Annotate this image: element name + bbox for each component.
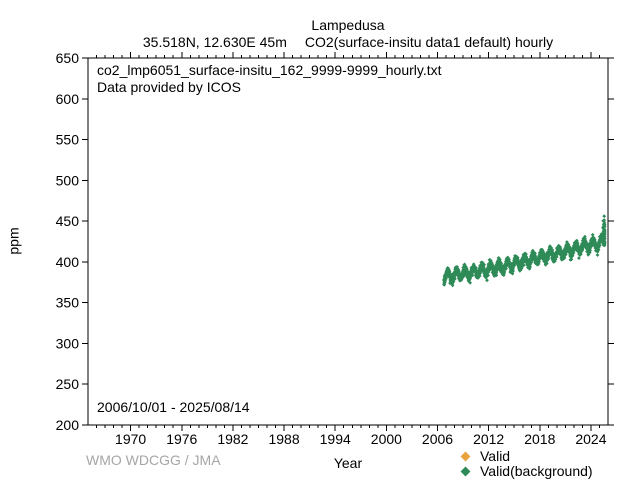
legend-item-valid: Valid	[460, 448, 593, 464]
x-tick-label: 1976	[166, 431, 197, 447]
x-tick-label: 2018	[524, 431, 555, 447]
chart-legend: Valid Valid(background)	[460, 448, 593, 479]
y-tick-label: 300	[56, 335, 80, 351]
y-tick-label: 350	[56, 295, 80, 311]
dataset-label: CO2(surface-insitu data1 default) hourly	[304, 34, 554, 50]
y-tick-label: 600	[56, 91, 80, 107]
wdcgg-credit: WMO WDCGG / JMA	[86, 452, 221, 468]
source-file-annotation: co2_lmp6051_surface-insitu_162_9999-9999…	[97, 62, 442, 78]
tick-labels: 1970 1976 1982 1988 1994 2000 2006 2012 2018 2024…	[56, 50, 607, 447]
legend-item-valid-background: Valid(background)	[460, 463, 593, 479]
y-tick-label: 250	[56, 376, 80, 392]
x-tick-label: 2000	[371, 431, 402, 447]
x-tick-label: 2024	[575, 431, 606, 447]
y-tick-label: 200	[56, 417, 80, 433]
plot-border	[87, 57, 609, 426]
series-valid-background-points	[442, 214, 607, 288]
y-tick-label: 450	[56, 213, 80, 229]
x-tick-label: 2006	[422, 431, 453, 447]
y-tick-label: 550	[56, 132, 80, 148]
x-axis-label: Year	[333, 455, 363, 471]
date-range-annotation: 2006/10/01 - 2025/08/14	[97, 399, 250, 415]
station-meta: 35.518N, 12.630E 45m	[142, 34, 287, 50]
y-tick-label: 650	[56, 50, 80, 66]
legend-label: Valid	[480, 448, 511, 464]
chart-subtitle: 35.518N, 12.630E 45m CO2(surface-insitu d…	[88, 34, 608, 51]
data-provider-annotation: Data provided by ICOS	[97, 79, 241, 95]
y-tick-label: 400	[56, 254, 80, 270]
legend-label: Valid(background)	[480, 463, 593, 479]
x-tick-label: 1988	[268, 431, 299, 447]
x-tick-label: 2012	[473, 431, 504, 447]
x-tick-label: 1970	[115, 431, 146, 447]
axis-ticks	[82, 52, 614, 431]
x-tick-label: 1994	[320, 431, 351, 447]
x-tick-label: 1982	[217, 431, 248, 447]
y-tick-label: 500	[56, 172, 80, 188]
chart-title: Lampedusa	[311, 17, 385, 33]
